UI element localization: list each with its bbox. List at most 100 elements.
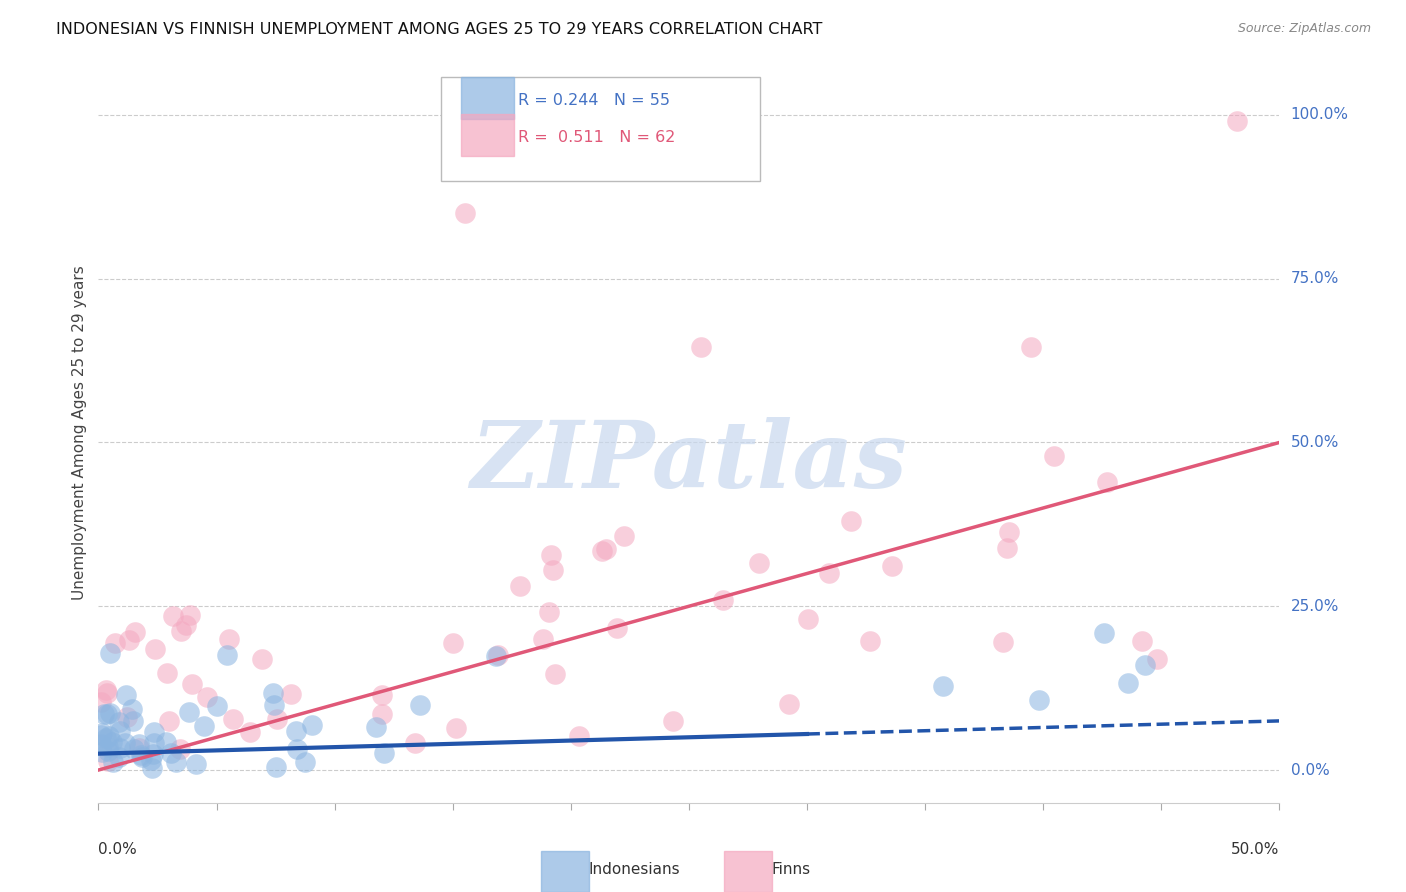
Point — [991, 635, 1014, 649]
Point — [131, 750, 153, 764]
Point — [108, 750, 131, 764]
Point — [606, 621, 628, 635]
Point — [294, 755, 316, 769]
Point — [193, 719, 215, 733]
Point — [486, 648, 509, 663]
Text: 50.0%: 50.0% — [1232, 842, 1279, 856]
Point — [567, 729, 589, 743]
Point — [444, 721, 467, 735]
Point — [114, 735, 136, 749]
Point — [409, 698, 432, 712]
Point — [995, 541, 1018, 555]
Point — [195, 690, 218, 704]
Point — [155, 665, 177, 680]
Point — [1146, 652, 1168, 666]
FancyBboxPatch shape — [724, 851, 772, 892]
Point — [108, 741, 131, 756]
Point — [453, 206, 475, 220]
Point — [96, 686, 118, 700]
Text: 0.0%: 0.0% — [1291, 763, 1329, 778]
Point — [218, 632, 240, 646]
Point — [118, 632, 141, 647]
Point — [90, 737, 112, 751]
Y-axis label: Unemployment Among Ages 25 to 29 years: Unemployment Among Ages 25 to 29 years — [72, 265, 87, 600]
Point — [155, 735, 177, 749]
Point — [124, 742, 146, 756]
Point — [90, 695, 112, 709]
Point — [748, 556, 770, 570]
Point — [184, 757, 207, 772]
Point — [839, 514, 862, 528]
Point — [1133, 658, 1156, 673]
Point — [205, 698, 228, 713]
Point — [882, 558, 904, 573]
Point — [263, 698, 285, 712]
Point — [142, 736, 165, 750]
Point — [141, 753, 163, 767]
Point — [96, 706, 118, 721]
Point — [689, 341, 711, 355]
Point — [97, 744, 120, 758]
Point — [997, 525, 1019, 540]
FancyBboxPatch shape — [441, 78, 759, 181]
Text: 25.0%: 25.0% — [1291, 599, 1339, 614]
Point — [174, 617, 197, 632]
Point — [142, 747, 165, 761]
Point — [91, 745, 114, 759]
Point — [543, 666, 565, 681]
Point — [366, 720, 388, 734]
Text: Finns: Finns — [772, 862, 811, 877]
Point — [97, 755, 120, 769]
Point — [100, 706, 122, 720]
Point — [181, 677, 204, 691]
Text: INDONESIAN VS FINNISH UNEMPLOYMENT AMONG AGES 25 TO 29 YEARS CORRELATION CHART: INDONESIAN VS FINNISH UNEMPLOYMENT AMONG… — [56, 22, 823, 37]
Point — [96, 683, 118, 698]
Point — [143, 725, 166, 739]
Text: ZIPatlas: ZIPatlas — [471, 417, 907, 508]
Text: 50.0%: 50.0% — [1291, 435, 1339, 450]
Point — [509, 579, 531, 593]
Point — [121, 701, 143, 715]
Point — [538, 605, 561, 619]
Point — [264, 760, 287, 774]
Point — [115, 710, 138, 724]
Text: 0.0%: 0.0% — [98, 842, 138, 856]
Point — [595, 541, 617, 556]
Point — [662, 714, 685, 729]
Point — [165, 755, 187, 769]
Point — [101, 756, 124, 770]
Point — [98, 729, 121, 743]
Point — [98, 646, 121, 660]
Text: Indonesians: Indonesians — [589, 862, 681, 877]
Point — [124, 625, 146, 640]
Text: R =  0.511   N = 62: R = 0.511 N = 62 — [517, 130, 675, 145]
Point — [373, 746, 395, 760]
Point — [94, 731, 117, 746]
Point — [859, 634, 882, 648]
Point — [143, 641, 166, 656]
Point — [1118, 675, 1140, 690]
Text: 75.0%: 75.0% — [1291, 271, 1339, 286]
Point — [287, 742, 309, 756]
Point — [540, 548, 562, 562]
Point — [97, 740, 120, 755]
Point — [531, 632, 554, 647]
Point — [711, 592, 734, 607]
FancyBboxPatch shape — [541, 851, 589, 892]
Point — [222, 713, 245, 727]
Point — [121, 714, 143, 729]
Point — [796, 612, 818, 626]
Point — [613, 529, 636, 543]
Point — [160, 747, 183, 761]
Point — [1021, 341, 1043, 355]
Point — [1226, 114, 1249, 128]
Point — [162, 609, 184, 624]
Point — [90, 728, 112, 742]
Point — [93, 706, 115, 721]
Point — [108, 723, 131, 738]
Point — [1028, 693, 1050, 707]
Point — [301, 718, 323, 732]
Point — [179, 608, 201, 623]
Point — [543, 563, 565, 577]
Point — [252, 652, 274, 666]
